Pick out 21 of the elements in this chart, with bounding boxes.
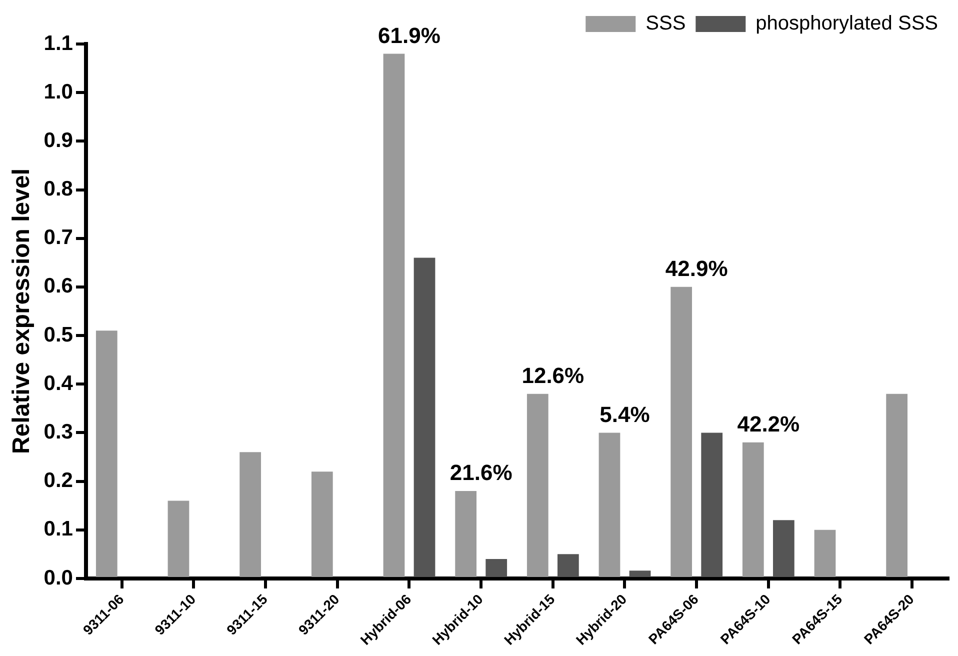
legend-label: phosphorylated SSS [756,12,938,35]
annotation: 21.6% [450,460,512,486]
annotation: 42.2% [737,411,800,436]
annotation: 61.9% [378,22,440,48]
y-tick-label: 1.1 [44,32,74,55]
legend-label: SSS [646,12,686,35]
y-tick-label: 0.4 [44,372,74,395]
annotation: 5.4% [600,402,650,427]
y-tick-label: 0.2 [44,469,73,492]
y-tick-label: 1.0 [44,80,73,104]
y-tick-label: 0.0 [44,566,73,590]
y-axis-title: Relative expression level [8,168,36,454]
y-tick-label: 0.7 [44,226,73,250]
annotation: 42.9% [665,256,728,281]
y-tick-label: 0.3 [44,420,73,444]
y-tick-label: 0.8 [44,178,74,201]
y-tick-label: 0.6 [44,274,73,298]
y-tick-label: 0.5 [44,323,74,346]
annotation: 12.6% [522,362,584,388]
y-tick-label: 0.1 [44,518,74,541]
y-tick-label: 0.9 [44,128,73,152]
